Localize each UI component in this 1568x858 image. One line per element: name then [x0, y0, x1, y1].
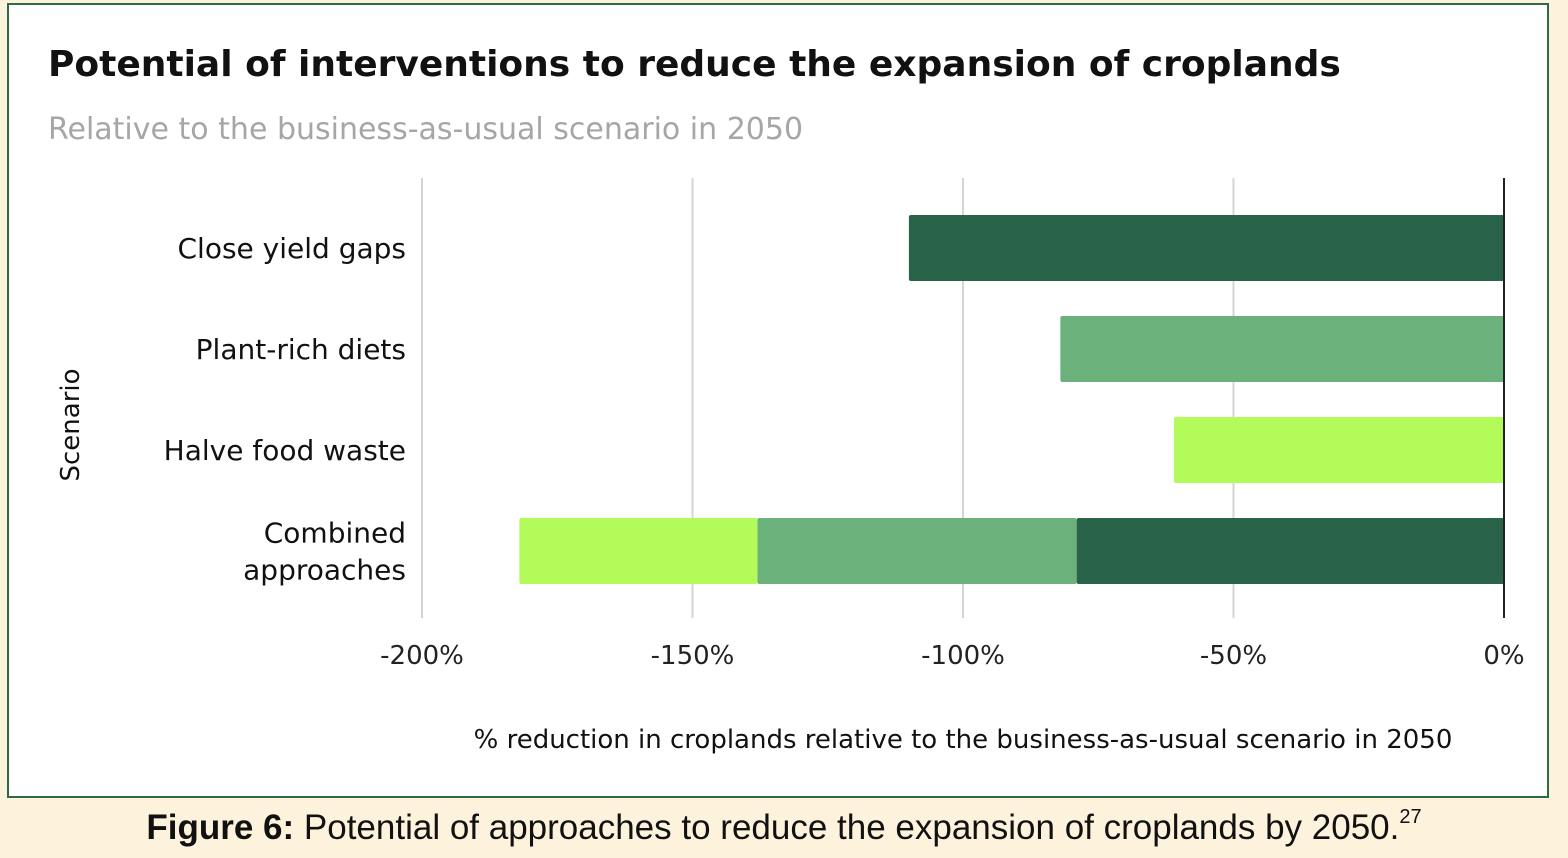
bar-chart: -200% -150% -100% -50% 0% Close yield gaps Pla…: [56, 178, 1525, 755]
caption-reference: 27: [1399, 806, 1422, 828]
y-category-label: Plant-rich diets: [196, 333, 406, 366]
bar-segment: [908, 215, 1504, 281]
x-tick-label: -150%: [651, 641, 735, 671]
x-axis-title: % reduction in croplands relative to the…: [474, 725, 1453, 755]
bar-segment: [757, 518, 1077, 584]
bar-segment: [1060, 316, 1504, 382]
bar-segment: [519, 518, 758, 584]
chart-title: Potential of interventions to reduce the…: [48, 44, 1341, 85]
x-tick-label: -200%: [380, 641, 464, 671]
chart-subtitle: Relative to the business-as-usual scenar…: [48, 112, 804, 147]
caption-label: Figure 6:: [146, 808, 295, 847]
y-category-label: Combined approaches: [243, 517, 406, 587]
y-category-label: Halve food waste: [164, 434, 406, 467]
x-tick-label: 0%: [1483, 641, 1524, 671]
y-axis-title: Scenario: [56, 368, 86, 481]
bar-segment: [1076, 518, 1504, 584]
x-tick-label: -50%: [1200, 641, 1267, 671]
caption-text: Potential of approaches to reduce the ex…: [303, 808, 1400, 847]
x-tick-label: -100%: [921, 641, 1005, 671]
y-category-label: Close yield gaps: [178, 232, 407, 265]
figure-caption: Figure 6: Potential of approaches to red…: [0, 806, 1568, 848]
bar-segment: [1173, 417, 1504, 483]
chart-panel: [7, 3, 1549, 798]
